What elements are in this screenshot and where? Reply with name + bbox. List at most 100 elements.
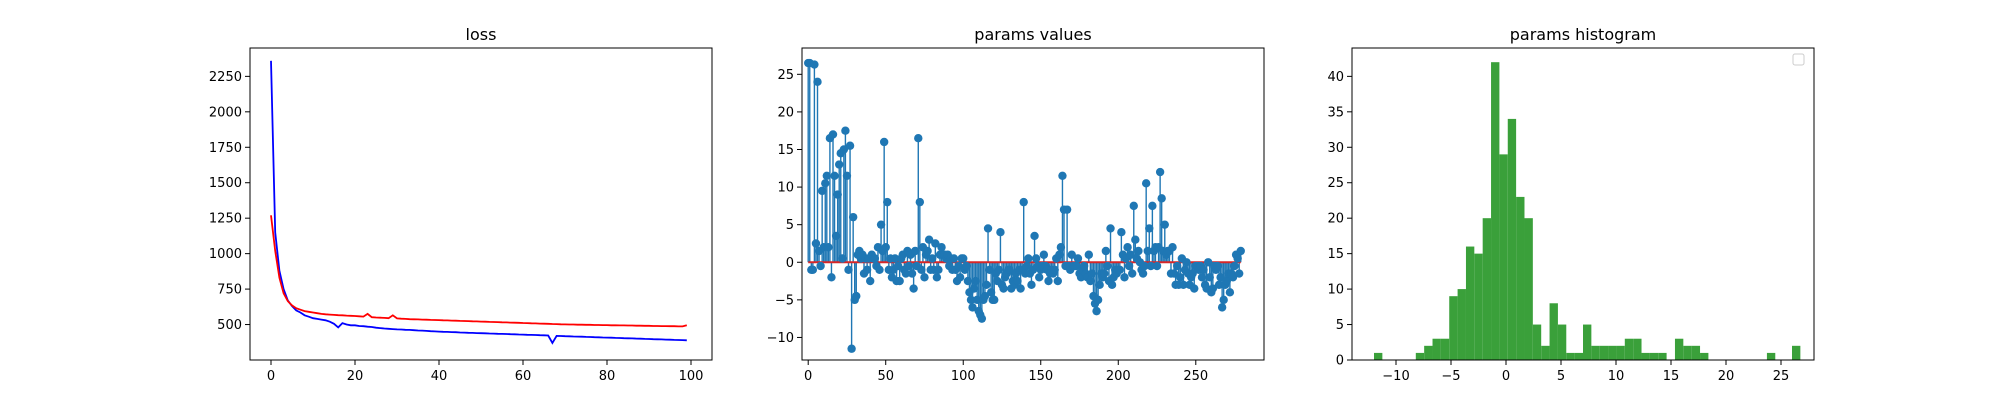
param-marker xyxy=(932,273,942,282)
loss-series-line-1 xyxy=(270,60,687,345)
params-values-x-tick-label: 0 xyxy=(804,369,812,384)
param-marker xyxy=(876,220,886,229)
param-marker xyxy=(1157,194,1166,203)
param-marker xyxy=(822,171,832,181)
param-marker xyxy=(1067,250,1076,259)
histogram-bar xyxy=(1616,345,1625,360)
loss-x-tick-label: 100 xyxy=(679,369,704,384)
param-marker xyxy=(1117,227,1126,237)
histogram-bar xyxy=(1700,352,1709,360)
param-marker xyxy=(808,265,818,274)
histogram-bar xyxy=(1591,345,1600,360)
params-histogram-y-tick-label: 5 xyxy=(1336,318,1344,333)
params-values-y-tick-label: −5 xyxy=(775,293,794,308)
histogram-bar xyxy=(1440,338,1450,360)
param-marker xyxy=(817,186,827,196)
param-marker xyxy=(1107,280,1117,290)
histogram-bar xyxy=(1574,352,1583,360)
param-marker xyxy=(959,254,968,263)
param-marker xyxy=(1145,224,1154,233)
param-marker xyxy=(824,243,833,252)
param-marker xyxy=(1217,303,1227,312)
param-marker xyxy=(1120,273,1129,282)
param-marker xyxy=(1129,201,1138,211)
param-marker xyxy=(1044,276,1053,286)
params-histogram-y-tick-label: 15 xyxy=(1327,247,1344,262)
params-histogram-plot-area: −10 −5 0 5 10 15 20 25 0 5 10 15 20 25 30 35 40 xyxy=(1327,62,1801,384)
params-histogram-chart: params histogram −10 −5 0 5 10 15 20 25 0 5 10 15 20… xyxy=(1327,25,1815,384)
param-marker xyxy=(1140,261,1149,271)
param-marker xyxy=(1148,201,1157,211)
param-marker xyxy=(1123,243,1132,252)
param-marker xyxy=(831,231,841,241)
histogram-bar xyxy=(1566,352,1575,360)
param-marker xyxy=(810,60,819,69)
params-values-axes-frame xyxy=(801,47,1265,361)
param-marker xyxy=(969,284,979,293)
param-marker xyxy=(1176,273,1185,282)
param-marker xyxy=(828,130,838,139)
param-marker xyxy=(985,265,994,274)
param-marker xyxy=(1233,254,1242,263)
loss-x-tick-label: 80 xyxy=(599,369,616,384)
loss-y-tick-label: 1750 xyxy=(209,141,242,156)
param-marker xyxy=(980,291,990,301)
param-marker xyxy=(994,265,1004,274)
param-marker xyxy=(1190,284,1199,293)
param-marker xyxy=(1134,246,1143,256)
param-marker xyxy=(1050,265,1059,274)
param-marker xyxy=(1124,261,1134,271)
params-histogram-x-tick-label: 15 xyxy=(1663,369,1680,384)
param-marker xyxy=(1005,265,1014,274)
param-marker xyxy=(963,276,973,286)
params-histogram-y-tick-label: 20 xyxy=(1327,212,1344,227)
param-marker xyxy=(827,273,836,282)
params-values-y-tick-label: 25 xyxy=(777,68,794,83)
param-marker xyxy=(883,197,892,207)
param-marker xyxy=(821,179,830,188)
param-marker xyxy=(971,276,980,286)
param-marker xyxy=(890,254,900,263)
param-marker xyxy=(1222,276,1231,286)
loss-y-tick-label: 2250 xyxy=(209,70,242,85)
params-values-x-tick-label: 250 xyxy=(1183,369,1208,384)
param-marker xyxy=(934,265,943,274)
param-marker xyxy=(1131,235,1140,244)
param-marker xyxy=(1208,284,1218,293)
param-marker xyxy=(893,261,903,271)
params-values-y-tick-label: 5 xyxy=(786,218,794,233)
params-histogram-y-tick-label: 10 xyxy=(1327,283,1344,298)
histogram-bar xyxy=(1499,154,1508,360)
params-values-chart: params values 0 50 100 150 200 250 −10 −5 0 5 10 15… xyxy=(767,25,1265,384)
param-marker xyxy=(972,295,982,305)
param-marker xyxy=(1143,246,1152,256)
histogram-bar xyxy=(1424,345,1433,360)
params-values-x-tick-label: 150 xyxy=(1028,369,1053,384)
param-marker xyxy=(954,261,963,271)
param-marker xyxy=(1016,284,1025,293)
params-values-x-tick-label: 200 xyxy=(1106,369,1131,384)
param-marker xyxy=(1168,243,1177,252)
param-marker xyxy=(914,134,923,143)
param-marker xyxy=(1128,269,1137,278)
param-marker xyxy=(928,254,937,263)
histogram-bar xyxy=(1516,196,1525,360)
loss-chart: loss 0 20 40 60 80 100 500 750 1000 1250 1500 1750 2… xyxy=(209,25,713,384)
param-marker xyxy=(999,284,1008,293)
param-marker xyxy=(1219,295,1228,305)
loss-x-tick-label: 60 xyxy=(515,369,532,384)
params-histogram-x-tick-label: 20 xyxy=(1718,369,1735,384)
param-marker xyxy=(1095,280,1104,290)
param-marker xyxy=(1030,231,1039,241)
param-marker xyxy=(1072,261,1081,271)
params-values-y-tick-label: 0 xyxy=(786,256,794,271)
param-marker xyxy=(1027,280,1036,290)
histogram-bar xyxy=(1541,345,1550,360)
param-marker xyxy=(1079,261,1089,271)
histogram-bar xyxy=(1507,118,1517,360)
param-marker xyxy=(1230,261,1239,271)
param-marker xyxy=(949,254,959,263)
param-marker xyxy=(1100,269,1109,278)
param-marker xyxy=(839,145,849,154)
